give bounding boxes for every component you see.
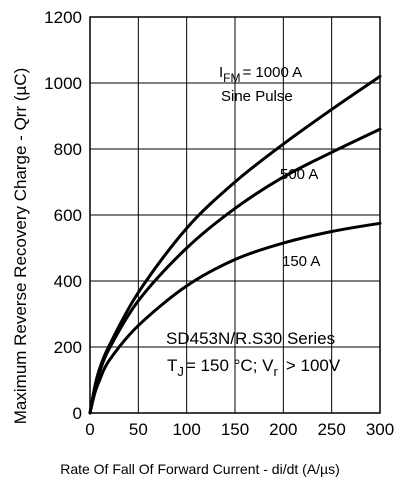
x-tick-label: 0 <box>85 420 94 439</box>
x-tick-label: 200 <box>269 420 297 439</box>
ifm-annotation: IFM = 1000 A <box>219 64 302 85</box>
x-tick-labels: 0 50 100 150 200 250 300 <box>85 420 394 439</box>
y-tick-label: 400 <box>54 272 82 291</box>
x-tick-label: 150 <box>221 420 249 439</box>
y-axis-label: Maximum Reverse Recovery Charge - Qrr (µ… <box>11 68 30 424</box>
tj-symbol: T <box>167 356 177 375</box>
x-tick-label: 250 <box>317 420 345 439</box>
vr-value: > 100V <box>286 356 341 375</box>
x-tick-label: 300 <box>366 420 394 439</box>
y-tick-label: 600 <box>54 206 82 225</box>
y-tick-label: 1000 <box>44 74 82 93</box>
y-tick-label: 1200 <box>44 8 82 27</box>
ifm-subscript: FM <box>223 71 240 85</box>
y-tick-label: 200 <box>54 338 82 357</box>
plot-frame <box>89 16 381 414</box>
vr-subscript: r <box>274 364 279 379</box>
ifm-symbol: I <box>219 64 223 81</box>
y-tick-labels: 0 200 400 600 800 1000 1200 <box>44 8 82 423</box>
tj-subscript: J <box>177 364 184 379</box>
label-150a: 150 A <box>282 253 320 270</box>
x-axis-label: Rate Of Fall Of Forward Current - di/dt … <box>60 461 340 477</box>
condition-label: TJ = 150 °C; Vr > 100V <box>167 356 341 379</box>
series-name-label: SD453N/R.S30 Series <box>166 329 335 348</box>
series-line-500a <box>88 127 382 415</box>
y-tick-label: 0 <box>73 404 82 423</box>
series-line-150a <box>88 221 382 415</box>
ifm-value: = 1000 A <box>243 64 303 81</box>
x-tick-label: 100 <box>172 420 200 439</box>
y-tick-label: 800 <box>54 140 82 159</box>
waveform-label: Sine Pulse <box>221 88 293 105</box>
tj-value: = 150 °C; V <box>186 356 274 375</box>
label-500a: 500 A <box>280 166 318 183</box>
x-tick-label: 50 <box>129 420 148 439</box>
series-lines <box>88 74 382 415</box>
